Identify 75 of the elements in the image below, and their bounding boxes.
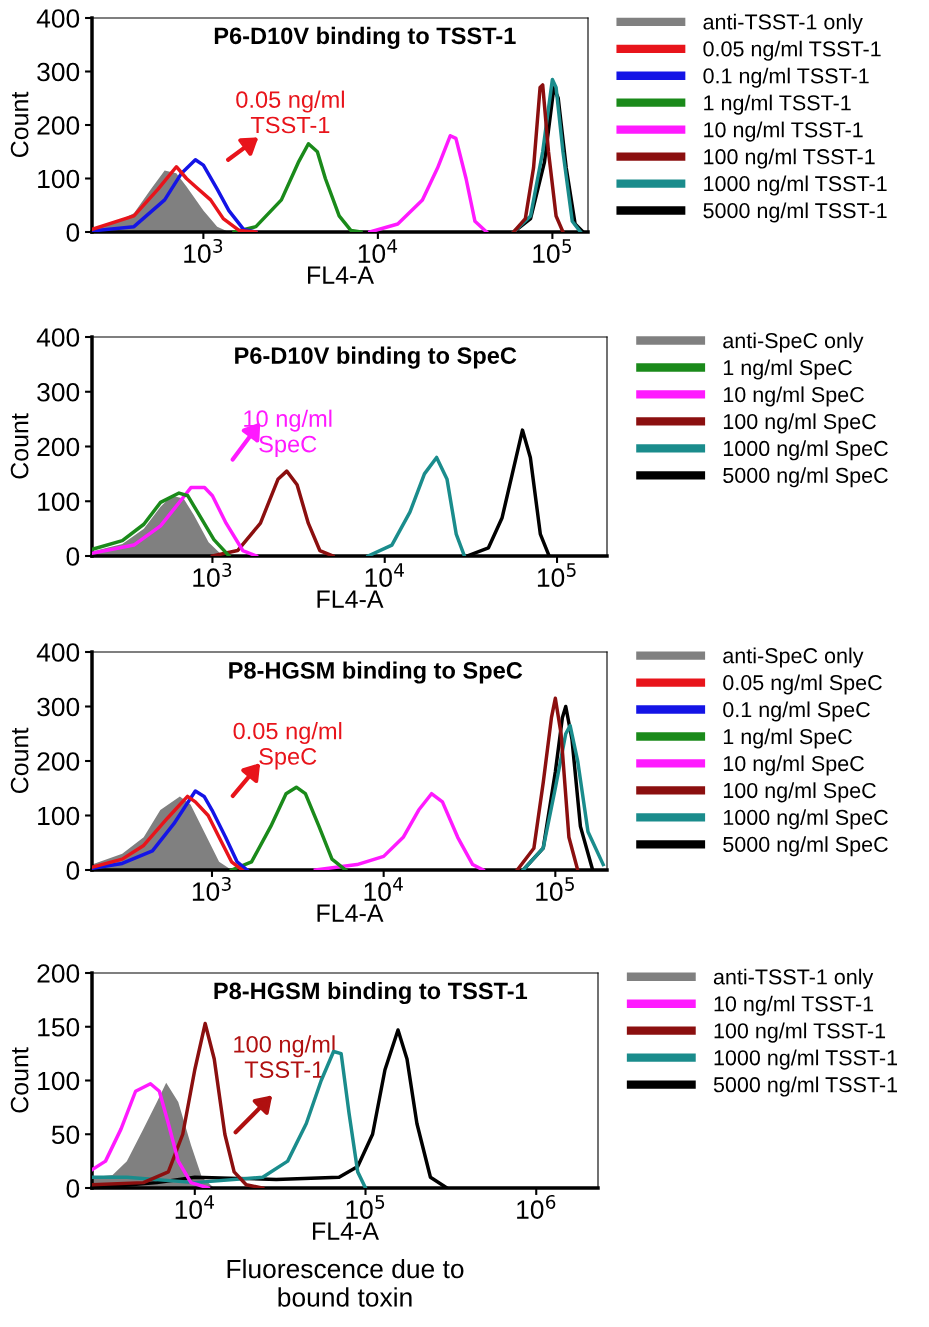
legend-label: 1 ng/ml SpeC	[723, 359, 852, 380]
legend-label: 10 ng/ml SpeC	[723, 755, 864, 776]
x-tick-label: 10$^{5}$	[346, 1195, 385, 1220]
x-axis-title: FL4-A	[308, 266, 374, 284]
chart-title: P6-D10V binding to SpeC	[235, 346, 517, 369]
y-tick-label: 50	[51, 1125, 80, 1145]
y-tick-label: 200	[37, 964, 80, 983]
y-tick-label: 400	[36, 9, 80, 28]
legend-label: 1000 ng/ml SpeC	[723, 809, 888, 830]
legend-label: 100 ng/ml TSST-1	[714, 1022, 886, 1043]
y-tick-label: 200	[37, 116, 80, 135]
y-tick-label: 0	[66, 223, 80, 242]
x-tick-label: 10$^{4}$	[175, 1195, 214, 1220]
legend-label: 100 ng/ml SpeC	[723, 413, 876, 434]
x-axis-title: FL4-A	[317, 590, 384, 608]
chart-title: P8-HGSM binding to SpeC	[229, 661, 523, 684]
legend-label: 1 ng/ml SpeC	[723, 728, 852, 749]
x-tick-label: 10$^{5}$	[533, 239, 572, 264]
legend-label: 10 ng/ml SpeC	[723, 386, 864, 407]
y-tick-label: 0	[66, 547, 80, 566]
x-tick-label: 10$^{4}$	[364, 877, 403, 902]
x-axis-title: FL4-A	[313, 1222, 379, 1240]
y-tick-label: 100	[38, 169, 80, 189]
x-tick-label: 10$^{3}$	[184, 238, 223, 263]
legend-label: 100 ng/ml SpeC	[723, 782, 876, 803]
y-tick-label: 200	[37, 437, 80, 457]
legend-label: anti-SpeC only	[723, 332, 864, 353]
legend-label: 0.1 ng/ml TSST-1	[703, 67, 869, 88]
text: Fluorescence due to bound toxin	[227, 1258, 464, 1307]
legend-label: anti-SpeC only	[723, 647, 864, 668]
y-tick-label: 100	[38, 492, 80, 512]
legend-label: 5000 ng/ml TSST-1	[703, 202, 887, 223]
legend-label: 5000 ng/ml SpeC	[723, 467, 888, 488]
x-tick-label: 10$^{4}$	[358, 239, 398, 264]
legend-label: 100 ng/ml TSST-1	[704, 148, 875, 169]
y-tick-label: 300	[37, 62, 80, 82]
chart-title: P6-D10V binding to TSST-1	[214, 26, 516, 49]
legend-label: 0.05 ng/ml TSST-1	[703, 40, 881, 61]
y-tick-label: 100	[38, 806, 80, 826]
annotation: 100 ng/ml TSST-1	[234, 1035, 335, 1079]
legend-label: 10 ng/ml TSST-1	[714, 995, 874, 1016]
legend-label: 1000 ng/ml TSST-1	[704, 175, 887, 196]
x-tick-label: 10$^{3}$	[193, 562, 232, 587]
legend-label: 5000 ng/ml TSST-1	[713, 1076, 898, 1097]
y-tick-label: 0	[66, 1179, 80, 1198]
legend-label: 5000 ng/ml SpeC	[723, 836, 888, 857]
legend-label: 1000 ng/ml TSST-1	[714, 1049, 898, 1070]
y-tick-label: 0	[66, 861, 80, 880]
legend-label: anti-TSST-1 only	[713, 968, 874, 989]
y-tick-label: 100	[38, 1071, 80, 1091]
legend-label: anti-TSST-1 only	[703, 13, 863, 34]
y-tick-label: 300	[37, 382, 80, 402]
legend-label: 0.05 ng/ml SpeC	[723, 674, 882, 695]
x-tick-label: 10$^{6}$	[517, 1194, 556, 1219]
legend-label: 1 ng/ml TSST-1	[704, 94, 851, 115]
y-axis-title: Count	[10, 413, 29, 479]
legend-label: 10 ng/ml TSST-1	[704, 121, 863, 142]
y-tick-label: 400	[36, 328, 80, 347]
x-tick-label: 10$^{5}$	[536, 877, 574, 902]
x-tick-label: 10$^{4}$	[365, 563, 404, 588]
annotation: 0.05 ng/ml TSST-1	[236, 90, 344, 134]
y-tick-label: 400	[36, 643, 80, 662]
legend-label: 0.1 ng/ml SpeC	[723, 701, 870, 722]
y-axis-title: Count	[10, 1047, 29, 1113]
x-tick-label: 10$^{3}$	[192, 876, 231, 901]
y-axis-title: Count	[10, 727, 29, 794]
legend-label: 1000 ng/ml SpeC	[723, 440, 888, 461]
x-tick-label: 10$^{5}$	[537, 563, 576, 588]
y-tick-label: 300	[37, 697, 80, 717]
y-tick-label: 150	[38, 1017, 80, 1037]
y-axis-title: Count	[10, 91, 29, 158]
y-tick-label: 200	[37, 752, 80, 771]
x-axis-title: FL4-A	[317, 904, 384, 922]
chart-title: P8-HGSM binding to TSST-1	[214, 981, 528, 1005]
annotation: 0.05 ng/ml SpeC	[233, 722, 342, 770]
